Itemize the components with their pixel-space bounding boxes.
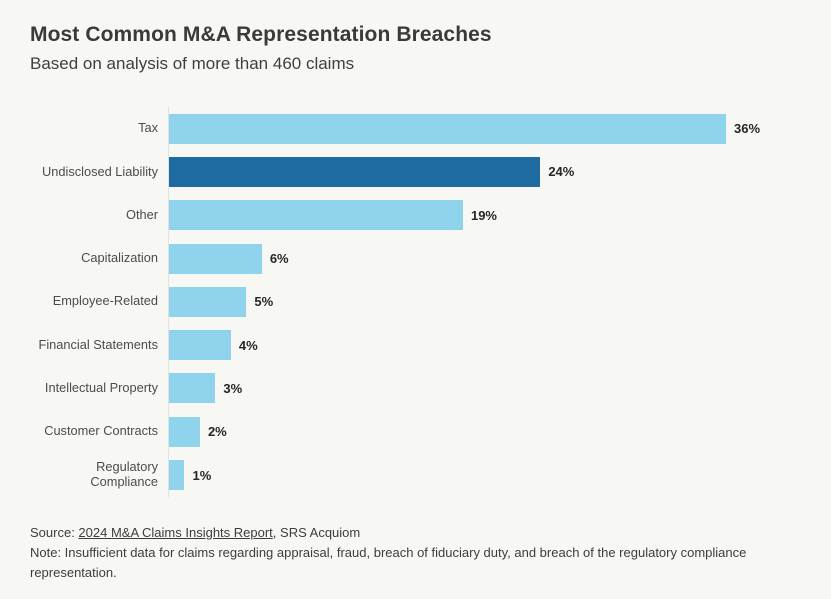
- category-label: Customer Contracts: [44, 423, 158, 439]
- bar-area: 36%: [168, 107, 818, 151]
- source-line: Source: 2024 M&A Claims Insights Report,…: [30, 523, 780, 543]
- bar: [169, 243, 262, 274]
- bar: [169, 156, 541, 187]
- source-prefix: Source:: [30, 525, 79, 540]
- bar-value-label: 4%: [238, 337, 258, 353]
- bar-value-label: 3%: [223, 380, 243, 396]
- bar: [169, 373, 216, 404]
- bar-value-label: 19%: [470, 207, 497, 223]
- chart-row: Regulatory Compliance 1%: [30, 453, 818, 497]
- category-label: Undisclosed Liability: [42, 163, 158, 179]
- bar-area: 19%: [168, 193, 818, 237]
- chart-row: Employee-Related 5%: [30, 280, 818, 324]
- source-suffix: , SRS Acquiom: [272, 525, 361, 540]
- category-label: Employee-Related: [52, 293, 158, 309]
- chart-footer: Source: 2024 M&A Claims Insights Report,…: [30, 523, 780, 583]
- bar-value-label: 2%: [207, 424, 227, 440]
- bar-area: 1%: [168, 453, 818, 497]
- chart-row: Other 19%: [30, 193, 818, 237]
- bar-area: 3%: [168, 366, 818, 411]
- chart-row: Customer Contracts 2%: [30, 410, 818, 454]
- bar-area: 2%: [168, 410, 818, 454]
- category-label: Financial Statements: [38, 336, 159, 352]
- bar: [169, 286, 247, 317]
- note-line: Note: Insufficient data for claims regar…: [30, 545, 747, 580]
- bar-area: 6%: [168, 236, 818, 281]
- bar: [169, 460, 185, 491]
- category-label: Regulatory Compliance: [90, 459, 158, 490]
- chart-row: Intellectual Property 3%: [30, 366, 818, 411]
- chart-title: Most Common M&A Representation Breaches: [30, 23, 492, 46]
- bar-chart: Tax 36% Undisclosed Liability 24% Other 19% Ca…: [30, 107, 818, 497]
- chart-subtitle: Based on analysis of more than 460 claim…: [30, 54, 355, 74]
- chart-row: Undisclosed Liability 24%: [30, 150, 818, 194]
- category-label: Intellectual Property: [44, 380, 158, 396]
- chart-row: Tax 36%: [30, 107, 818, 151]
- source-report-link[interactable]: 2024 M&A Claims Insights Report: [78, 525, 273, 540]
- bar-area: 5%: [168, 280, 818, 324]
- bar-value-label: 36%: [734, 121, 761, 137]
- category-label: Tax: [138, 120, 158, 136]
- chart-row: Capitalization 6%: [30, 236, 818, 281]
- category-label: Other: [125, 206, 158, 222]
- chart-row: Financial Statements 4%: [30, 323, 818, 367]
- bar-value-label: 1%: [192, 467, 212, 483]
- bar: [169, 200, 463, 231]
- bar: [169, 330, 231, 361]
- chart-header: Most Common M&A Representation Breaches …: [30, 22, 492, 75]
- bar: [169, 416, 200, 447]
- bar-value-label: 5%: [254, 294, 274, 310]
- bar-value-label: 24%: [548, 164, 575, 180]
- bar: [169, 113, 726, 144]
- bar-area: 24%: [168, 150, 818, 194]
- bar-area: 4%: [168, 323, 818, 367]
- category-label: Capitalization: [81, 250, 158, 266]
- bar-value-label: 6%: [269, 251, 289, 267]
